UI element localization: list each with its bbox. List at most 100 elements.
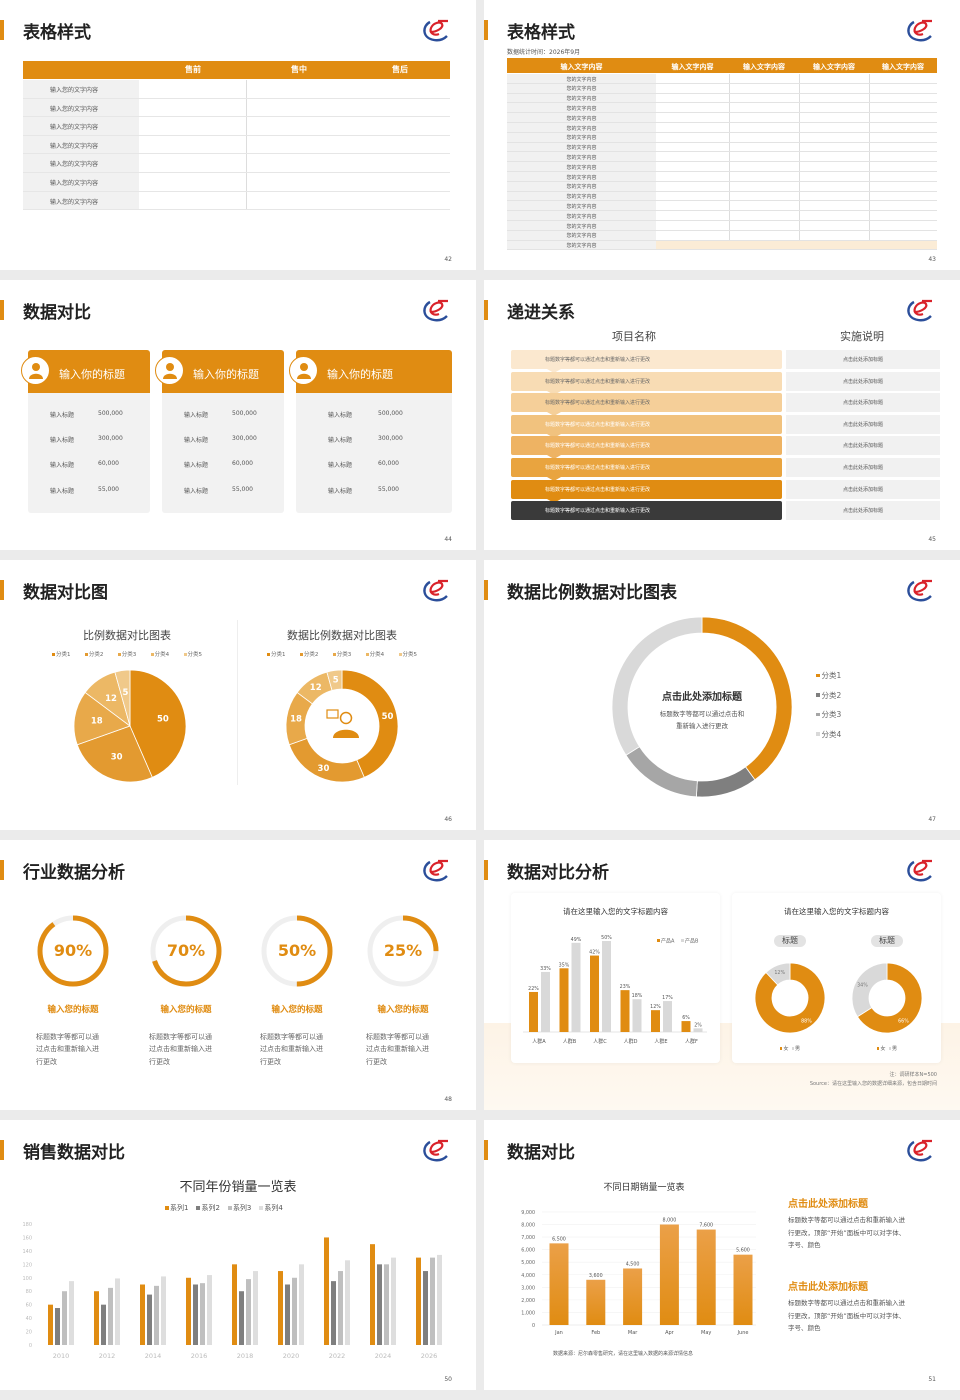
item-label: 输入标题: [328, 462, 353, 470]
y-tick-label: 4,000: [521, 1273, 535, 1279]
x-tick-label: 2010: [53, 1352, 70, 1360]
logo-blue-swoosh: [423, 1140, 448, 1162]
row-label: 输入您的文字内容: [50, 161, 99, 169]
column-divider: [799, 172, 800, 181]
legend-label: 男: [795, 1046, 801, 1052]
column-divider: [869, 103, 870, 113]
chart-legend: 女男: [872, 1045, 902, 1052]
item-text: 标题数字等都可以通: [260, 1033, 323, 1041]
row-label: 您的文字内容: [566, 115, 597, 122]
row-label-cell: [507, 142, 656, 152]
bar-value-label: 8,000: [663, 1218, 677, 1224]
legend-item: 分类1: [816, 670, 841, 681]
y-tick-label: 160: [22, 1235, 32, 1241]
table-row: 您的文字内容: [507, 93, 937, 104]
row-label: 您的文字内容: [566, 213, 597, 220]
chevron-down-icon: [547, 455, 561, 460]
table-row: 您的文字内容: [507, 113, 937, 123]
column-divider: [869, 113, 870, 122]
logo-red-e: [913, 19, 932, 36]
chart-legend: 分类1 分类2 分类3 分类4 分类5: [267, 650, 417, 658]
y-tick-label: 100: [22, 1276, 32, 1282]
bar-chart: 0 1,000 2,000 3,000 4,000 5,000 6,000 7,000 8,00…: [521, 1210, 756, 1336]
title-accent-bar: [484, 1140, 488, 1160]
row-label-cell: [507, 132, 656, 142]
logo-blue-swoosh: [907, 860, 932, 882]
bar: [696, 1229, 716, 1325]
ring-percent: 70%: [166, 941, 206, 960]
bar: [632, 999, 642, 1032]
slide-51: 数据对比 51 不同日期销量一览表 0 1,000 2,000 3,000 4,000 5,00…: [484, 1120, 960, 1390]
step-note-text: 点击此处添加标题: [842, 357, 883, 363]
legend-swatch: [365, 652, 369, 656]
column-divider: [869, 74, 870, 83]
step-text: 标题数字等都可以通过点击和重新输入进行更改: [545, 421, 651, 428]
pie-slice: [754, 962, 826, 1034]
legend-label: 分类4: [154, 652, 170, 658]
data-label: 66%: [898, 1019, 909, 1025]
donut46-chart: 50 30 18 12 5: [285, 669, 399, 783]
item-label: 输入标题: [184, 412, 209, 419]
x-tick-label: 人群E: [654, 1038, 667, 1045]
table-row: 您的文字内容: [507, 240, 937, 251]
chevron-down-icon: [547, 433, 561, 438]
slide-48: 行业数据分析 48 90% 输入您的标题 标题数字等都可以通 过点击和重新输入进 行更改 70…: [0, 840, 476, 1110]
brand-logo-icon: [423, 1139, 448, 1162]
table-column-header: 售后: [392, 65, 408, 74]
legend-label: 分类1: [56, 652, 71, 658]
pie-slice: [765, 962, 791, 986]
page-number: 50: [444, 1376, 452, 1383]
column-divider: [799, 142, 800, 152]
donut-chart: 88% 12%: [754, 962, 826, 1034]
bar-value-label: 42%: [589, 950, 600, 956]
step-text: 标题数字等都可以通过点击和重新输入进行更改: [545, 378, 651, 385]
legend-item: 系列2: [196, 1203, 220, 1213]
bar-value-label: 50%: [601, 935, 612, 941]
data-label: 18: [91, 716, 103, 726]
column-divider: [799, 132, 800, 142]
column-divider: [729, 230, 730, 240]
data-label: 30: [111, 752, 123, 762]
slide-title: 表格样式: [23, 23, 91, 43]
page-number: 51: [928, 1376, 936, 1383]
pie-slice: [611, 616, 703, 756]
bar: [437, 1254, 442, 1345]
legend-item: 分类5: [183, 650, 202, 658]
legend-swatch: [183, 652, 187, 656]
bar: [602, 941, 611, 1032]
title-accent-bar: [0, 580, 4, 600]
item-text: 过点击和重新输入进: [149, 1045, 212, 1054]
slide-title: 数据对比分析: [507, 863, 609, 883]
slide-title: 数据比例数据对比图表: [507, 583, 677, 603]
item-label: 输入标题: [50, 437, 75, 445]
table-row: 输入您的文字内容: [23, 191, 450, 211]
chart-source: Source：请在这里输入您的数据详细来源，包含日期时间: [809, 1081, 937, 1087]
legend-label: 分类1: [821, 671, 842, 680]
title-accent-bar: [0, 860, 4, 880]
donut-center-text: 标题数字等都可以通过点击和: [659, 710, 745, 718]
x-tick-label: June: [737, 1330, 749, 1336]
x-tick-label: Mar: [628, 1330, 638, 1336]
bar: [331, 1281, 336, 1345]
x-tick-label: 2018: [237, 1352, 254, 1360]
logo-blue-swoosh: [423, 300, 448, 322]
column-divider: [799, 74, 800, 83]
progress-ring: [37, 915, 109, 987]
item-label: 输入标题: [328, 412, 353, 419]
legend-item: 系列3: [227, 1203, 251, 1213]
row-label: 您的文字内容: [566, 135, 597, 142]
column-header-notes: 实施说明: [840, 330, 884, 343]
chart-card: 请在这里输入您的文字标题内容 标题 88% 12% 女男标题 66% 34% 女男: [732, 893, 941, 1063]
column-divider: [799, 103, 800, 113]
table-column-header: 输入文字内容: [671, 63, 714, 71]
bar: [391, 1257, 396, 1345]
item-label: 输入标题: [50, 412, 75, 419]
legend-item: 系列4: [259, 1203, 283, 1213]
bar: [186, 1277, 191, 1345]
donut-center-title: 点击此处添加标题: [662, 692, 742, 703]
block-title: 点击此处添加标题: [788, 1282, 868, 1293]
legend-label: 分类2: [821, 690, 842, 700]
table-header-bar: [507, 58, 937, 73]
column-divider: [729, 93, 730, 103]
y-tick-label: 120: [22, 1262, 32, 1268]
